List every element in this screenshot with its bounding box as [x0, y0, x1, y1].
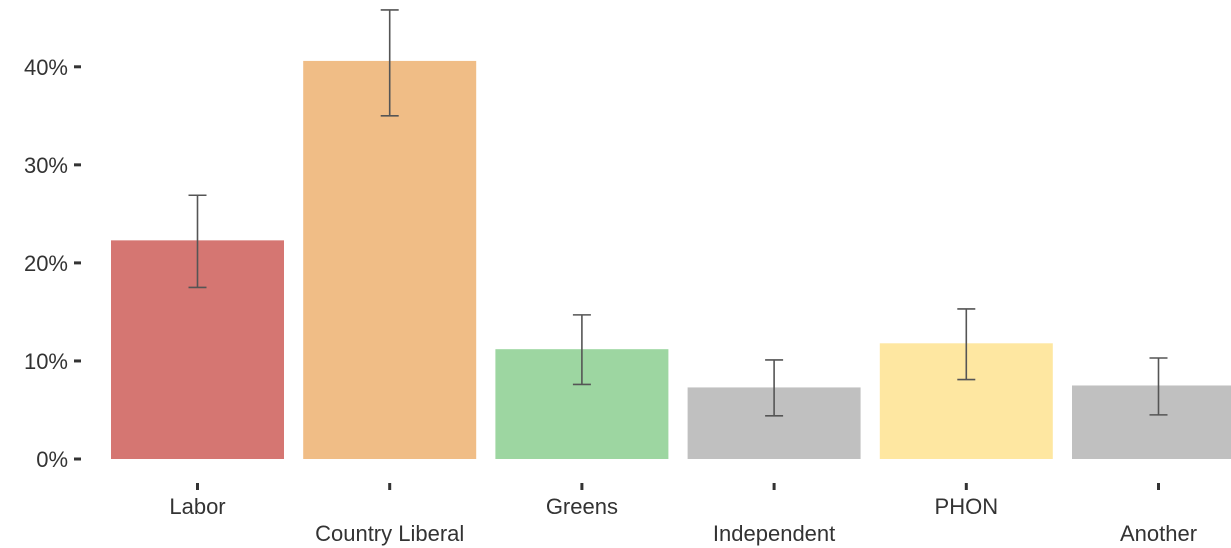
y-tick-label: 40% [24, 55, 68, 80]
y-tick-label: 20% [24, 251, 68, 276]
y-axis: 0% 10% 20% 30% 40% [24, 55, 81, 472]
error-bars [188, 9, 1168, 417]
x-tick-label: Greens [546, 494, 618, 519]
x-axis: Labor Country Liberal Greens Independent PHO… [169, 483, 1197, 546]
y-tick-label: 10% [24, 349, 68, 374]
y-tick-label: 0% [36, 447, 68, 472]
bars [111, 60, 1231, 460]
error-bar [765, 359, 784, 417]
x-tick-label: Country Liberal [315, 521, 464, 546]
error-bar [957, 308, 976, 381]
error-bar [188, 194, 207, 289]
bar [1072, 385, 1231, 459]
error-bar [380, 9, 399, 117]
y-tick-label: 30% [24, 153, 68, 178]
x-tick-label: Labor [169, 494, 225, 519]
error-bar [572, 314, 591, 386]
bar [303, 60, 477, 460]
x-tick-label: Another [1120, 521, 1197, 546]
x-tick-label: Independent [713, 521, 835, 546]
x-tick-label: PHON [935, 494, 999, 519]
error-bar [1149, 357, 1168, 416]
